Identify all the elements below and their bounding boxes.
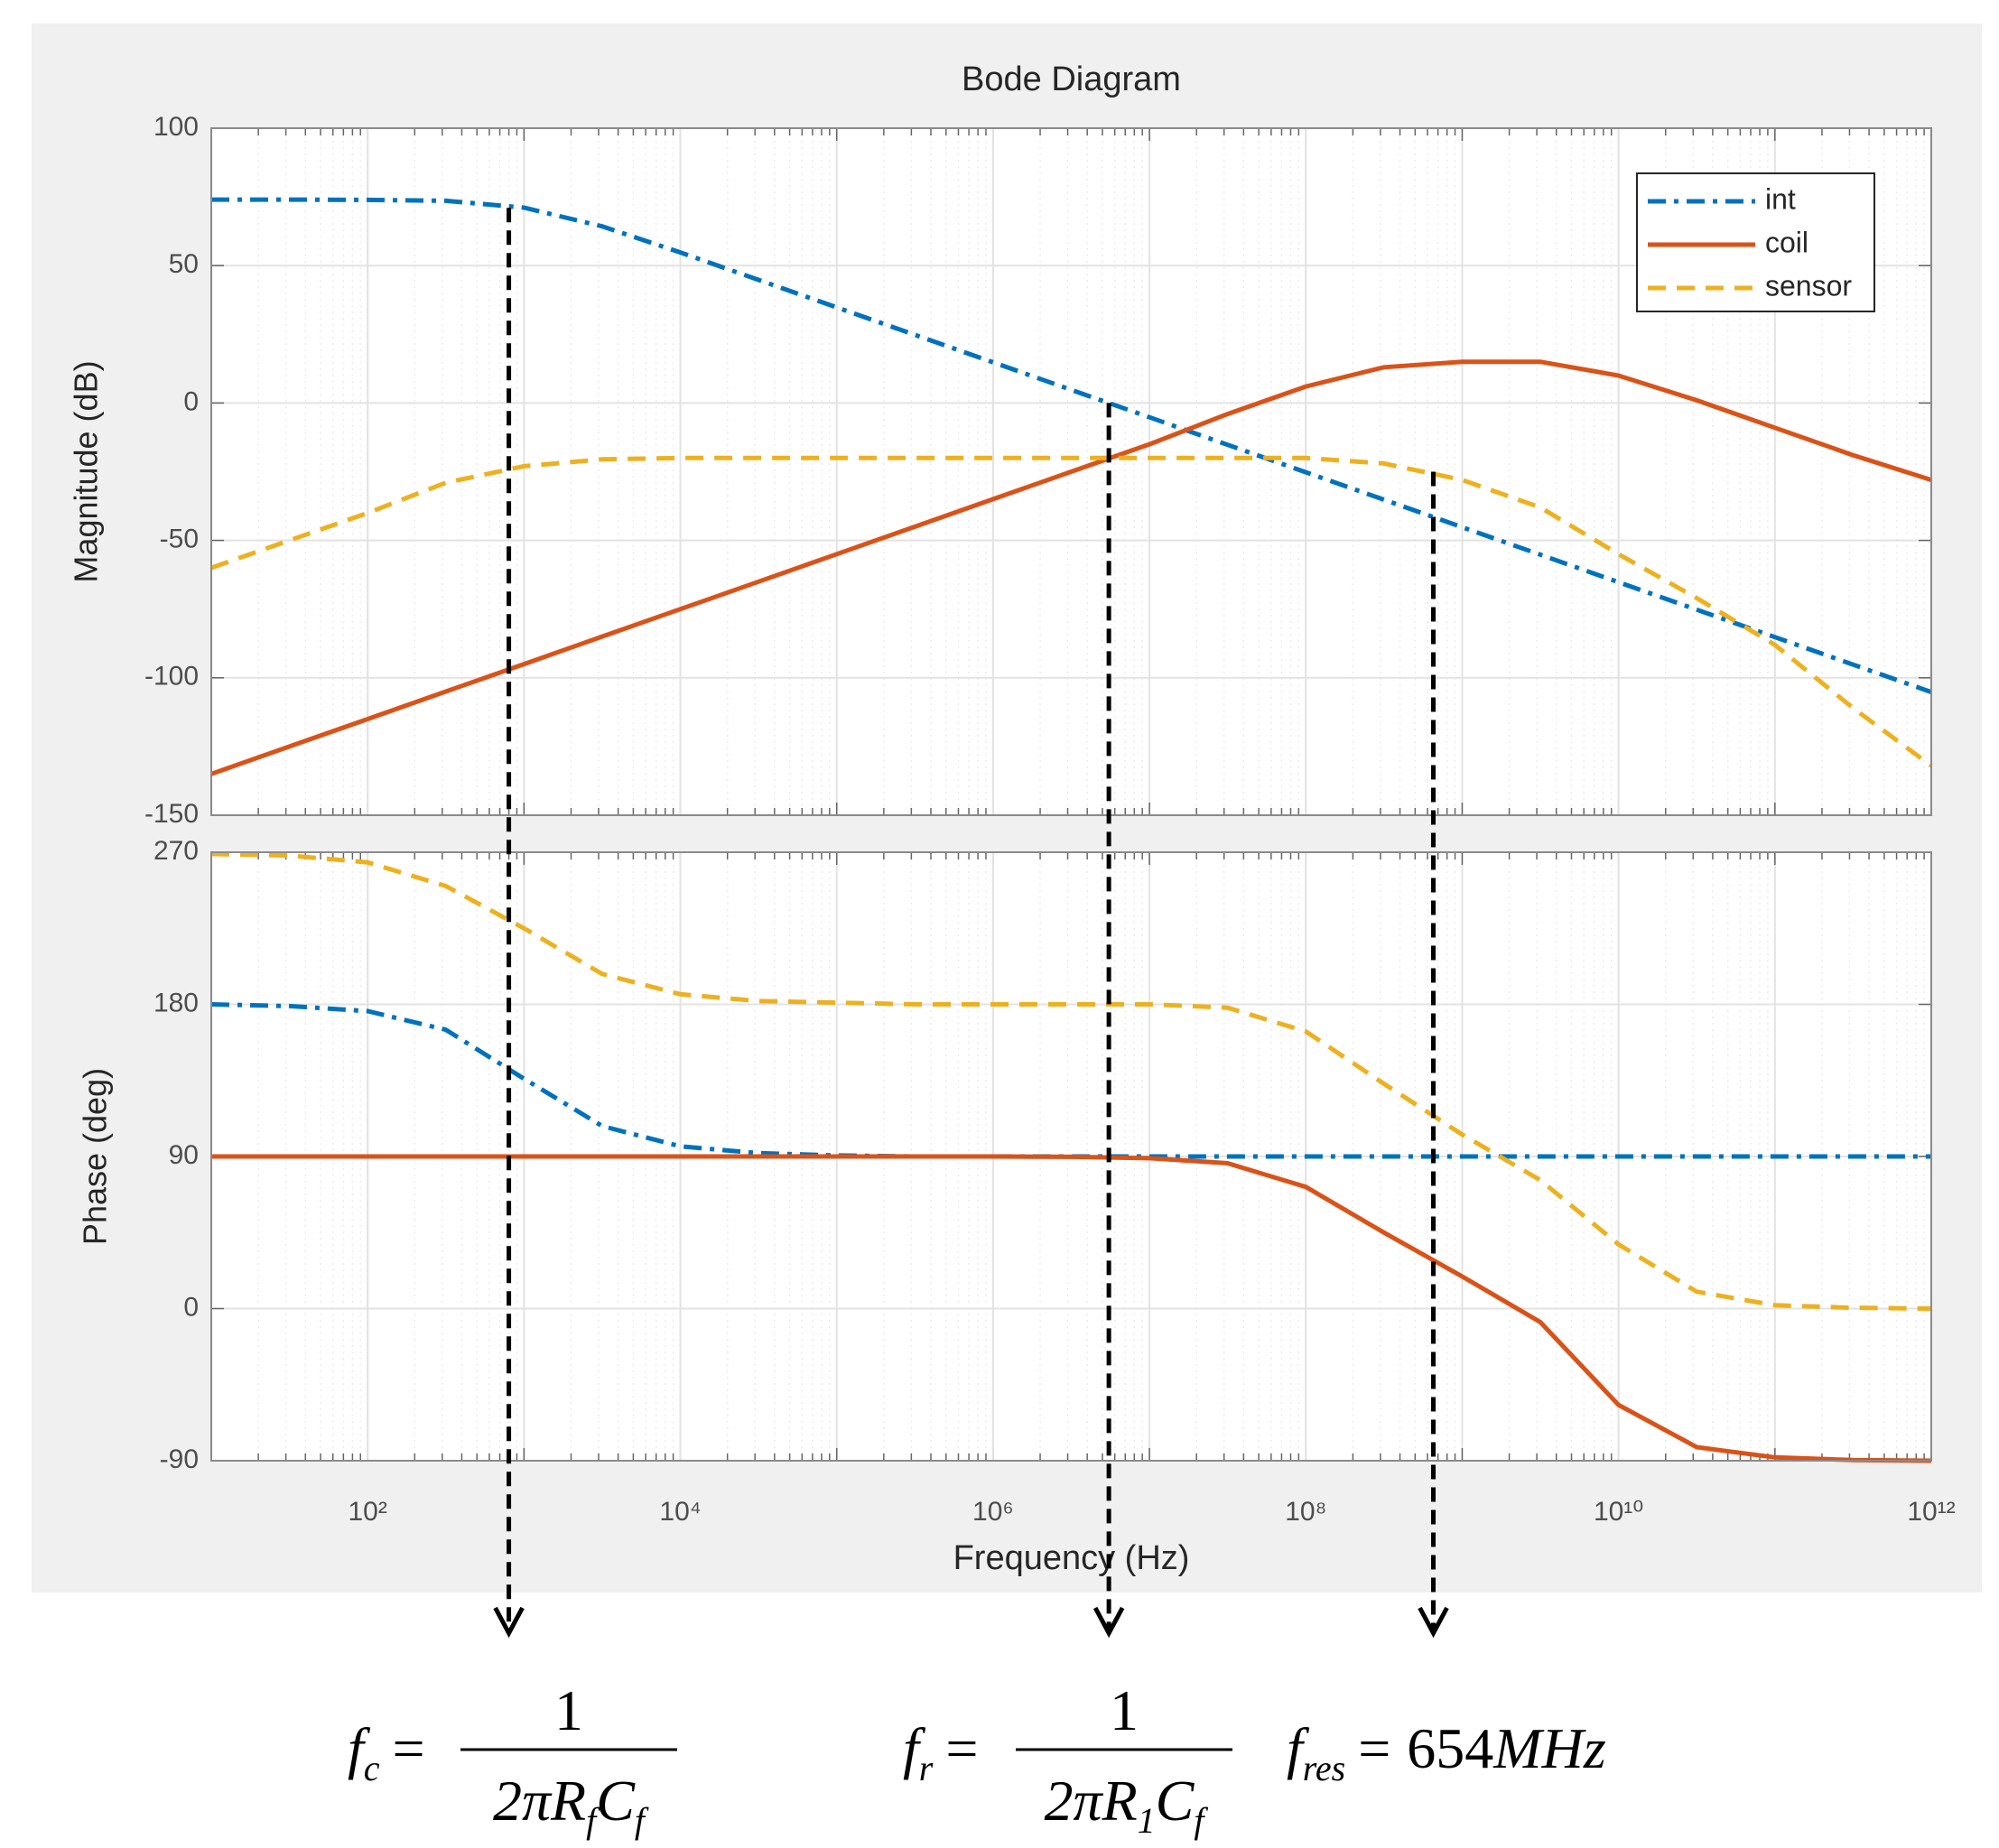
arrow-head [1418, 1606, 1449, 1639]
series-line [210, 455, 1933, 768]
formula-term: 2πR [493, 1769, 586, 1833]
formula-denominator: 2πR1Cf [1045, 1769, 1209, 1841]
formula-term: C [596, 1769, 636, 1833]
formula-term-subscript: f [1194, 1800, 1208, 1841]
y-tick-label: -50 [160, 525, 199, 554]
formula-term: C [1156, 1769, 1195, 1833]
y-tick-label: 180 [153, 988, 199, 1017]
plot-frame [210, 851, 1932, 1462]
legend-label: sensor [1765, 269, 1852, 302]
x-tick-label: 10⁴ [659, 1497, 701, 1527]
y-tick-label: 0 [183, 386, 199, 416]
y-tick-label: 50 [169, 249, 199, 279]
legend-label: coil [1765, 226, 1808, 258]
formula-subscript: r [919, 1748, 934, 1788]
series-line [210, 1002, 1931, 1159]
formula-equals: = [1358, 1716, 1390, 1780]
formula-term-subscript: 1 [1138, 1800, 1156, 1841]
y-tick-label: 90 [169, 1140, 199, 1170]
formula-denominator: 2πRfCf [493, 1769, 649, 1841]
formula-numerator: 1 [1110, 1678, 1139, 1742]
y-axis-label: Phase (deg) [77, 1068, 114, 1245]
arrow-head [1092, 1606, 1125, 1639]
x-tick-label: 10² [349, 1497, 387, 1527]
x-tick-label: 10⁶ [972, 1497, 1014, 1527]
chart-title: Bode Diagram [962, 60, 1181, 98]
formula: fr = [903, 1716, 978, 1788]
formula: fres = 654MHz [1287, 1716, 1606, 1788]
series-line [210, 851, 1932, 1311]
formula-term: 2πR [1045, 1769, 1138, 1833]
y-tick-label: 100 [153, 112, 199, 142]
x-axis-label: Frequency (Hz) [953, 1539, 1190, 1577]
y-tick-label: -90 [160, 1444, 199, 1474]
x-tick-label: 10¹² [1907, 1497, 1955, 1527]
series-line [211, 197, 1932, 694]
formula: fc = [348, 1716, 425, 1788]
arrow-head [493, 1606, 525, 1639]
y-tick-label: 270 [153, 836, 199, 866]
x-tick-label: 10¹⁰ [1594, 1497, 1643, 1527]
x-tick-label: 10⁸ [1285, 1497, 1326, 1527]
formula-subscript: c [364, 1748, 380, 1788]
y-tick-label: -150 [144, 799, 199, 829]
formula-value: 654 [1407, 1716, 1493, 1780]
y-tick-label: -100 [144, 662, 199, 692]
plot-frame [210, 127, 1932, 816]
series-line [210, 359, 1932, 776]
y-axis-label: Magnitude (dB) [68, 360, 105, 582]
series-line [211, 1154, 1932, 1463]
legend-label: int [1765, 182, 1796, 215]
formula-term-subscript: f [635, 1800, 649, 1841]
formula-equals: = [945, 1716, 978, 1780]
formula-equals: = [393, 1716, 425, 1780]
formula-numerator: 1 [554, 1678, 583, 1742]
formula-unit: MHz [1492, 1716, 1606, 1780]
formula-subscript: res [1303, 1748, 1345, 1788]
y-tick-label: 0 [183, 1292, 199, 1322]
